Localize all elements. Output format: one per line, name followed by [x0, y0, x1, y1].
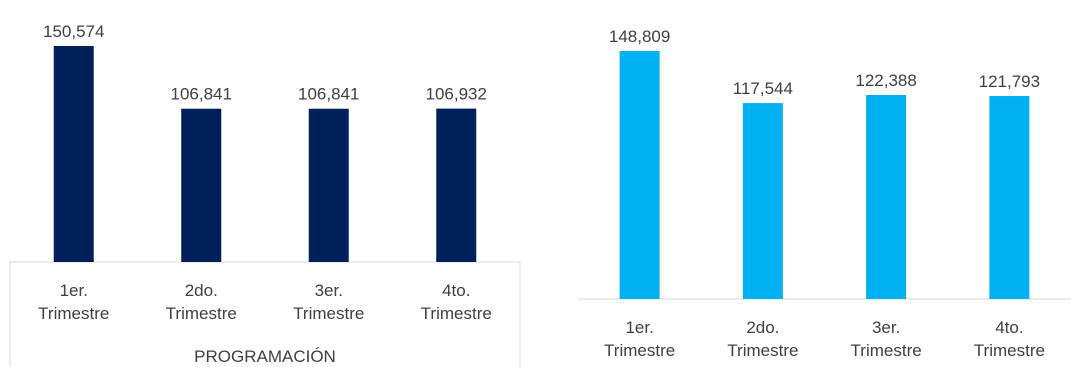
data-label: 121,793 [979, 72, 1040, 91]
category-tick-label: 3er. [872, 318, 900, 337]
bar [866, 95, 907, 299]
category-tick-label: 2do. [746, 318, 779, 337]
category-tick-label: 2do. [185, 281, 218, 300]
category-tick-label: 4to. [442, 281, 470, 300]
bar [619, 51, 660, 299]
category-tick-label: Trimestre [421, 304, 492, 323]
category-axis-box [9, 261, 521, 367]
category-tick-label: Trimestre [293, 304, 364, 323]
data-label: 106,841 [171, 85, 232, 104]
category-tick-label: 4to. [995, 318, 1023, 337]
programacion-bar-chart: 150,574 1er. Trimestre 106,841 2do. Trimestre… [9, 22, 521, 367]
bar [989, 96, 1030, 299]
bar [742, 103, 783, 299]
category-tick-label: 3er. [315, 281, 343, 300]
category-tick-label: 1er. [625, 318, 653, 337]
category-tick-label: Trimestre [166, 304, 237, 323]
data-label: 148,809 [609, 27, 670, 46]
x-axis-title: PROGRAMACIÓN [194, 347, 336, 366]
category-tick-label: Trimestre [38, 304, 109, 323]
bar [308, 108, 349, 263]
data-label: 122,388 [855, 71, 916, 90]
category-tick-label: Trimestre [727, 341, 798, 360]
category-tick-label: Trimestre [974, 341, 1045, 360]
category-tick-label: Trimestre [604, 341, 675, 360]
data-label: 106,841 [298, 85, 359, 104]
category-tick-label: Trimestre [851, 341, 922, 360]
category-tick-label: 1er. [60, 281, 88, 300]
data-label: 106,932 [426, 85, 487, 104]
bar [436, 108, 477, 262]
bar [181, 108, 222, 263]
data-label: 150,574 [43, 22, 104, 41]
data-label: 117,544 [733, 79, 793, 98]
bar [53, 46, 94, 262]
second-bar-chart: 148,809 1er. Trimestre 117,544 2do. Trimestre… [578, 27, 1071, 360]
